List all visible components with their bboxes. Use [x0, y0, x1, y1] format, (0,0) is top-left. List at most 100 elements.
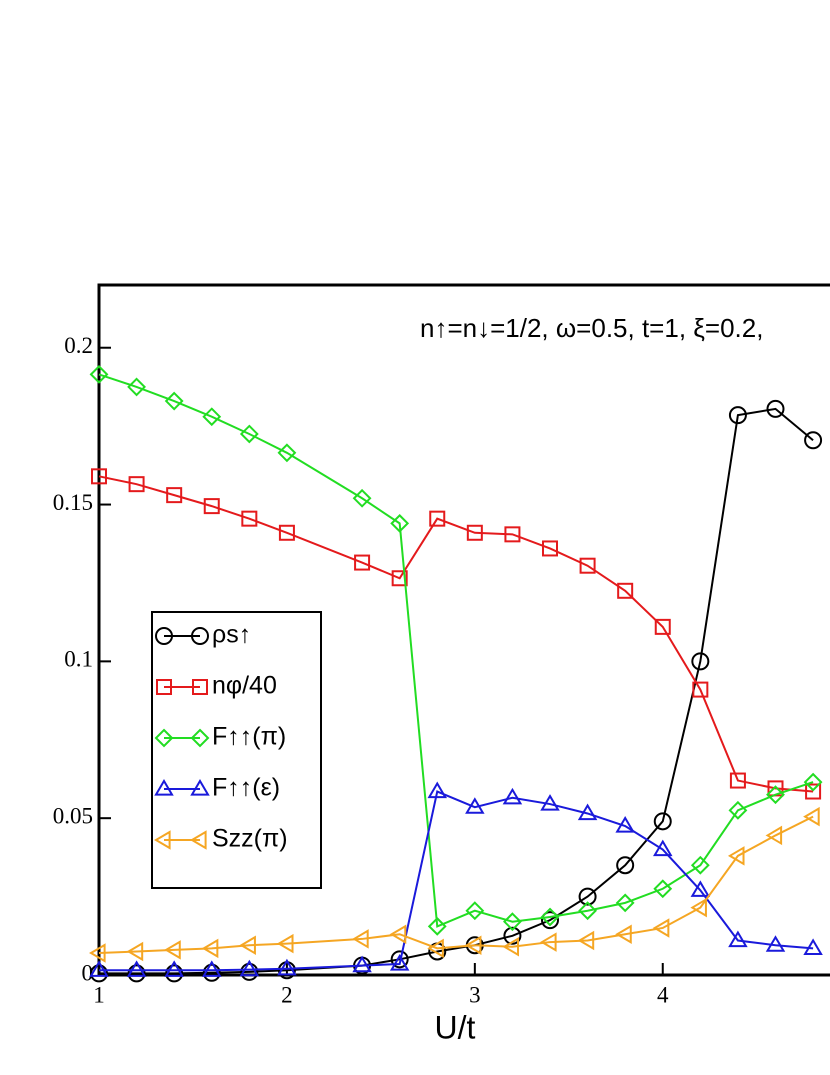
legend-label: nφ/40 — [212, 672, 277, 700]
series-line — [98, 475, 814, 793]
point — [278, 524, 295, 541]
point — [390, 513, 410, 533]
point — [542, 540, 559, 557]
point — [352, 929, 369, 949]
point — [354, 554, 371, 571]
point — [729, 772, 746, 789]
point — [427, 781, 448, 799]
x-tick-label: 3 — [469, 982, 481, 1007]
legend-label: Szz(π) — [212, 825, 288, 853]
point — [804, 431, 823, 450]
point — [728, 800, 748, 820]
point — [540, 907, 560, 927]
point — [692, 681, 709, 698]
point — [805, 783, 822, 800]
point — [156, 679, 172, 695]
point — [690, 880, 711, 897]
point — [89, 364, 109, 384]
point — [654, 618, 671, 635]
point — [90, 964, 108, 983]
point — [239, 935, 256, 955]
point — [465, 901, 485, 921]
point — [91, 468, 107, 485]
point — [541, 911, 560, 930]
point — [239, 959, 260, 977]
annotation: n↑=n↓=1/2, ω=0.5, t=1, ξ=0.2, — [420, 313, 763, 343]
y-tick-label: 0.1 — [64, 647, 93, 672]
legend-box — [151, 611, 322, 889]
point — [126, 941, 144, 962]
point — [652, 918, 670, 938]
point — [190, 779, 210, 796]
point — [466, 524, 483, 541]
point — [203, 498, 220, 515]
point — [502, 787, 523, 805]
point — [127, 377, 146, 397]
point — [164, 960, 184, 977]
point — [154, 830, 171, 850]
legend-label: F↑↑(ε) — [212, 774, 280, 802]
point — [765, 825, 783, 846]
point — [502, 937, 520, 957]
x-tick-label: 4 — [657, 982, 669, 1007]
point — [154, 779, 174, 796]
x-axis-label: U/t — [435, 1009, 476, 1045]
series-line — [98, 373, 814, 928]
series-line — [99, 790, 814, 972]
point — [728, 406, 747, 425]
point — [540, 794, 560, 811]
point — [691, 652, 710, 671]
point — [277, 443, 297, 463]
point — [615, 924, 632, 944]
y-tick-label: 0 — [82, 960, 94, 985]
point — [577, 803, 598, 821]
point — [766, 399, 785, 418]
point — [427, 938, 444, 959]
point — [653, 839, 673, 857]
point — [803, 772, 823, 792]
point — [201, 938, 219, 959]
point — [164, 391, 184, 411]
point — [166, 487, 183, 504]
point — [352, 488, 372, 508]
point — [389, 924, 407, 944]
point — [427, 916, 447, 936]
point — [653, 879, 673, 899]
point — [690, 897, 707, 918]
point — [202, 407, 222, 427]
point — [429, 510, 446, 527]
legend-label: F↑↑(π) — [212, 723, 286, 751]
point — [766, 785, 785, 805]
point — [465, 797, 485, 814]
point — [615, 816, 635, 833]
point — [190, 830, 207, 850]
point — [464, 935, 482, 955]
point — [155, 627, 173, 645]
point — [190, 728, 210, 748]
point — [352, 955, 372, 973]
point — [126, 960, 147, 977]
point — [578, 887, 597, 906]
point — [504, 526, 521, 543]
point — [728, 930, 748, 948]
point — [127, 964, 146, 983]
point — [202, 960, 222, 977]
point — [154, 728, 174, 748]
point — [128, 476, 145, 493]
point — [390, 950, 409, 969]
point — [192, 679, 208, 695]
point — [803, 806, 820, 827]
point — [389, 954, 410, 971]
point — [503, 912, 522, 932]
point — [615, 893, 635, 913]
x-tick-label: 1 — [93, 982, 105, 1007]
point — [165, 964, 184, 983]
point — [276, 933, 294, 954]
point — [202, 963, 221, 982]
x-tick-label: 2 — [281, 982, 293, 1007]
point — [241, 510, 258, 527]
point — [191, 627, 209, 645]
point — [89, 960, 109, 977]
